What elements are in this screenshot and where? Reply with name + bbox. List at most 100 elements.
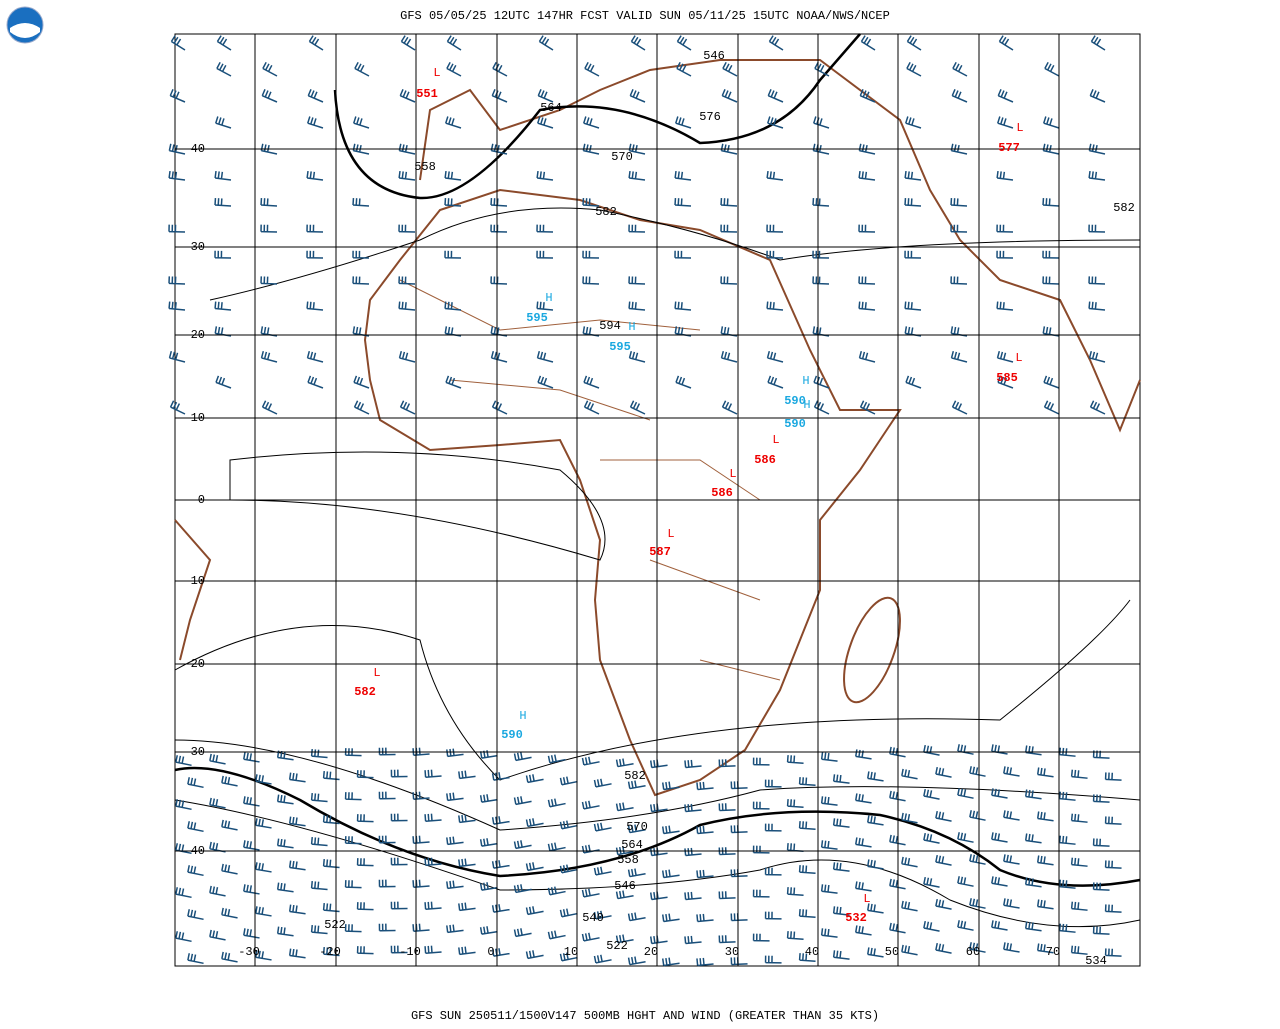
- wind-barb: [813, 375, 830, 389]
- wind-barb: [581, 756, 600, 766]
- contour-label: 582: [595, 205, 617, 219]
- low-symbol: L: [1016, 121, 1023, 135]
- wind-barb: [537, 89, 554, 103]
- coastlines: [174, 59, 1141, 797]
- wind-barb: [412, 923, 430, 932]
- wind-barb: [720, 224, 738, 233]
- wind-barb: [1104, 816, 1122, 825]
- wind-barb: [276, 794, 294, 805]
- wind-barb: [221, 775, 238, 787]
- wind-barb: [491, 860, 510, 869]
- wind-barb: [855, 837, 872, 848]
- wind-barb: [1042, 143, 1060, 155]
- wind-barb: [969, 854, 986, 865]
- wind-barb: [214, 301, 232, 311]
- wind-barb: [721, 400, 738, 415]
- wind-barb: [649, 803, 668, 813]
- wind-barb: [221, 951, 238, 963]
- wind-barb: [490, 197, 508, 207]
- wind-barb: [991, 876, 1008, 887]
- lon-label: 60: [966, 945, 980, 959]
- wind-barb: [867, 859, 884, 870]
- wind-barb: [752, 845, 770, 854]
- lon-label: 40: [805, 945, 819, 959]
- wind-barb: [696, 957, 714, 967]
- wind-barb: [674, 250, 692, 259]
- wind-barb: [901, 812, 918, 824]
- wind-barb: [352, 250, 370, 259]
- wind-barb: [1024, 877, 1042, 888]
- wind-barb: [813, 400, 830, 415]
- wind-barb: [905, 375, 922, 389]
- wind-barb: [446, 836, 464, 846]
- wind-barb: [629, 400, 646, 415]
- wind-barb: [649, 759, 668, 769]
- wind-barb: [170, 35, 186, 51]
- wind-barb: [310, 925, 328, 935]
- wind-barb: [996, 350, 1014, 363]
- wind-barb: [593, 910, 612, 920]
- wind-barb: [353, 400, 370, 415]
- wind-barb: [1042, 250, 1060, 259]
- wind-barb: [764, 867, 782, 876]
- lat-label: 20: [191, 328, 205, 342]
- wind-barb: [969, 942, 986, 953]
- wind-barb: [582, 143, 600, 155]
- wind-barb: [221, 907, 238, 919]
- wind-barb: [661, 913, 680, 923]
- wind-barb: [718, 803, 736, 812]
- wind-barb: [446, 748, 464, 758]
- wind-barb: [901, 944, 918, 956]
- lon-label: 10: [564, 945, 578, 959]
- wind-barb: [243, 884, 260, 895]
- wind-barb: [398, 170, 416, 181]
- wind-barb: [1088, 143, 1106, 155]
- lon-label: 50: [885, 945, 899, 959]
- wind-barb: [168, 301, 186, 311]
- wind-barb: [1092, 882, 1110, 891]
- wind-barb: [547, 798, 566, 808]
- labels: 40 30 20 10 0 -10 -20 -30 -40 -30 -20 -10 0 10 20 30 40 5…: [183, 49, 1134, 968]
- wind-barb: [905, 116, 922, 129]
- wind-barb: [675, 375, 692, 389]
- low-value: 586: [711, 486, 733, 500]
- wind-barb: [957, 832, 974, 843]
- wind-barb: [310, 837, 328, 847]
- wind-barb: [547, 842, 566, 852]
- wind-barb: [214, 170, 232, 181]
- wind-barb: [858, 301, 876, 311]
- wind-barb: [583, 375, 600, 389]
- lat-label: 40: [191, 142, 205, 156]
- wind-barb: [1070, 901, 1088, 911]
- wind-barb: [243, 752, 260, 763]
- low-value: 586: [754, 453, 776, 467]
- wind-barb: [766, 301, 784, 311]
- wind-barb: [513, 752, 532, 762]
- wind-barb: [628, 276, 646, 285]
- wind-barb: [446, 924, 464, 934]
- wind-barb: [1089, 89, 1106, 103]
- wind-barb: [649, 891, 668, 901]
- wind-barb: [969, 898, 986, 909]
- high-value: 590: [784, 394, 806, 408]
- contour-label: 594: [599, 319, 621, 333]
- wind-barb: [306, 224, 324, 233]
- wind-barb: [764, 779, 782, 788]
- contour-label: 558: [414, 160, 436, 174]
- wind-barb: [859, 400, 876, 415]
- wind-barb: [1070, 857, 1088, 867]
- wind-barb: [1024, 921, 1042, 932]
- wind-barb: [491, 904, 510, 913]
- wind-barb: [536, 170, 554, 181]
- low-value: 532: [845, 911, 867, 925]
- high-symbol: H: [519, 709, 526, 723]
- wind-barb: [446, 35, 462, 51]
- wind-barb: [536, 224, 554, 233]
- wind-barb: [492, 61, 508, 77]
- wind-barb: [767, 116, 784, 129]
- low-value: 551: [416, 87, 438, 101]
- wind-barb: [525, 818, 544, 828]
- wind-barb: [1058, 879, 1076, 889]
- wind-barb: [1104, 860, 1122, 869]
- wind-barb: [630, 35, 646, 51]
